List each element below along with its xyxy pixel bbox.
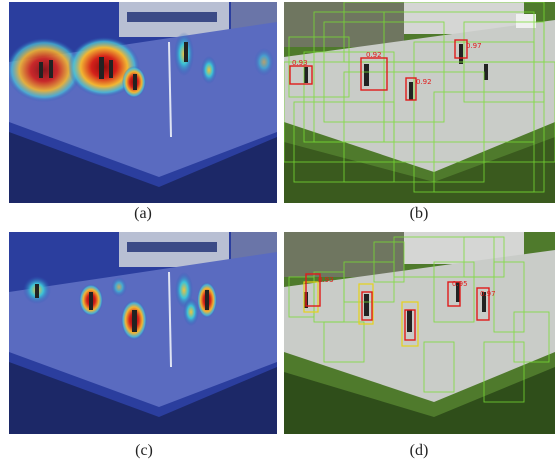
panel-d-image: 0.93 0.95 0.97 [284, 232, 555, 434]
box-score: 0.95 [452, 280, 468, 288]
caption-a: (a) [134, 205, 152, 222]
box-score: 0.93 [292, 59, 308, 67]
caption-c: (c) [135, 442, 153, 459]
panel-a-image [9, 2, 277, 203]
panel-c-image [9, 232, 277, 434]
box-score: 0.92 [366, 51, 382, 59]
box-score: 0.97 [466, 42, 482, 50]
box-score: 0.92 [416, 78, 432, 86]
box-score: 0.97 [480, 290, 496, 298]
caption-d: (d) [409, 442, 429, 459]
caption-b: (b) [409, 205, 429, 222]
panel-b-image: 0.93 0.92 0.92 0.97 [284, 2, 555, 203]
box-score: 0.93 [318, 276, 334, 284]
